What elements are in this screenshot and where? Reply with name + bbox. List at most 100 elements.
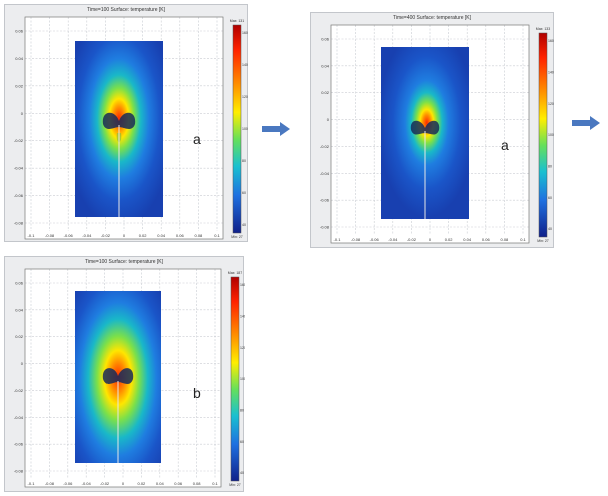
colorbar-tick-label: 80	[242, 159, 246, 163]
colorbar-max-label: Max: 187	[228, 271, 242, 275]
colorbar-tick-label: 160	[548, 39, 554, 43]
x-tick-label: 0.1	[212, 481, 218, 486]
right-arrow-icon	[262, 122, 290, 136]
x-tick-label: -0.02	[407, 237, 417, 242]
colorbar-tick-label: 40	[242, 223, 246, 227]
y-tick-label: 0.02	[321, 90, 330, 95]
x-tick-label: -0.06	[64, 233, 74, 238]
colorbar-tick-label: 100	[548, 133, 554, 137]
x-tick-label: -0.02	[100, 481, 110, 486]
y-tick-label: 0.06	[15, 281, 24, 286]
x-tick-label: 0	[122, 481, 125, 486]
subfigure-label: a	[501, 137, 509, 153]
heatmap-plot: -0.1 -0.08 -0.06 -0.04 -0.02 0 0.02 0.04 0.06 0.0…	[14, 16, 248, 240]
x-tick-label: 0.04	[157, 233, 166, 238]
colorbar-tick-label: 120	[548, 102, 554, 106]
heatmap-plot: -0.1 -0.08 -0.06 -0.04 -0.02 0 0.02 0.04 0.06 0.0…	[320, 24, 554, 244]
colorbar	[230, 276, 240, 482]
y-tick-label: 0.06	[321, 37, 330, 42]
panel-title: Time=400 Surface: temperature [K]	[392, 15, 472, 21]
y-tick-label: 0	[327, 117, 330, 122]
x-tick-label: 0.04	[156, 481, 165, 486]
x-tick-label: 0.06	[482, 237, 491, 242]
y-tick-label: 0.04	[15, 307, 24, 312]
colorbar-tick-label: 160	[240, 283, 245, 287]
crack-tip-lobes	[102, 112, 136, 129]
heatmap-panel-a-1: Time=100 Surface: temperature [K]	[4, 4, 248, 242]
colorbar-tick-label: 160	[242, 31, 248, 35]
x-tick-label: 0.1	[520, 237, 526, 242]
colorbar-min-label: Min: 27	[231, 235, 243, 239]
panel-title: Time=100 Surface: temperature [K]	[84, 259, 164, 265]
colorbar-tick-label: 60	[242, 191, 246, 195]
y-tick-label: -0.08	[320, 225, 330, 230]
x-tick-label: -0.06	[370, 237, 380, 242]
colorbar-min-label: Min: 27	[229, 483, 241, 487]
x-tick-label: 0.02	[445, 237, 454, 242]
x-tick-label: -0.08	[351, 237, 361, 242]
heatmap-plot: -0.1 -0.08 -0.06 -0.04 -0.02 0 0.02 0.04 0.06 0.0…	[14, 268, 245, 488]
heatmap-panel-a-2: Time=400 Surface: temperature [K] -0.1 -0…	[310, 12, 554, 248]
x-tick-label: 0	[123, 233, 126, 238]
x-tick-label: -0.04	[82, 233, 92, 238]
y-tick-label: -0.08	[14, 221, 24, 226]
colorbar-tick-label: 120	[240, 346, 245, 350]
y-tick-label: -0.06	[320, 198, 330, 203]
panel-title: Time=100 Surface: temperature [K]	[86, 7, 166, 13]
y-tick-label: -0.02	[320, 144, 330, 149]
x-tick-label: 0.06	[176, 233, 185, 238]
x-tick-label: -0.06	[63, 481, 73, 486]
colorbar-tick-label: 120	[242, 95, 248, 99]
x-tick-label: 0.08	[193, 481, 202, 486]
colorbar-tick-label: 40	[548, 227, 552, 231]
subfigure-label: a	[193, 131, 201, 147]
colorbar-tick-label: 140	[242, 63, 248, 67]
y-tick-label: -0.06	[14, 442, 24, 447]
x-tick-label: 0.04	[463, 237, 472, 242]
y-tick-label: -0.04	[14, 415, 24, 420]
y-tick-label: 0.02	[15, 334, 24, 339]
y-tick-label: 0	[21, 111, 24, 116]
colorbar-tick-label: 100	[242, 127, 248, 131]
x-tick-label: 0.1	[214, 233, 220, 238]
x-tick-label: -0.1	[28, 233, 36, 238]
x-tick-label: 0.02	[138, 481, 147, 486]
y-tick-label: -0.06	[14, 193, 24, 198]
colorbar-tick-label: 80	[548, 165, 552, 169]
x-tick-label: -0.02	[101, 233, 111, 238]
x-tick-label: 0	[429, 237, 432, 242]
x-tick-label: 0.06	[174, 481, 183, 486]
x-tick-label: -0.1	[334, 237, 342, 242]
right-arrow-icon	[572, 116, 600, 130]
x-tick-label: 0.08	[501, 237, 510, 242]
y-tick-label: 0.02	[15, 83, 24, 88]
colorbar-tick-label: 80	[240, 409, 244, 413]
x-tick-label: -0.04	[82, 481, 92, 486]
y-tick-label: -0.08	[14, 469, 24, 474]
y-tick-label: 0.06	[15, 29, 24, 34]
x-tick-label: 0.02	[139, 233, 148, 238]
y-tick-label: -0.04	[14, 166, 24, 171]
x-tick-label: 0.08	[195, 233, 204, 238]
colorbar	[538, 32, 548, 238]
colorbar-tick-label: 140	[240, 315, 245, 319]
colorbar-tick-label: 140	[548, 71, 554, 75]
colorbar	[232, 24, 242, 234]
heatmap-panel-b: Time=100 Surface: temperature [K] -0.1 -0…	[4, 256, 245, 492]
subfigure-label: b	[193, 385, 201, 401]
x-tick-label: -0.08	[45, 481, 55, 486]
y-tick-label: -0.02	[14, 138, 24, 143]
x-tick-label: -0.04	[388, 237, 398, 242]
x-tick-label: -0.08	[45, 233, 55, 238]
y-tick-label: 0.04	[15, 56, 24, 61]
colorbar-tick-label: 60	[240, 440, 244, 444]
colorbar-max-label: Max: 133	[536, 27, 550, 31]
x-tick-label: -0.1	[28, 481, 36, 486]
colorbar-max-label: Max: 131	[230, 19, 244, 23]
y-tick-label: -0.04	[320, 171, 330, 176]
colorbar-tick-label: 40	[240, 471, 244, 475]
y-tick-label: 0.04	[321, 63, 330, 68]
y-tick-label: 0	[21, 361, 24, 366]
y-tick-label: -0.02	[14, 388, 24, 393]
colorbar-tick-label: 60	[548, 196, 552, 200]
